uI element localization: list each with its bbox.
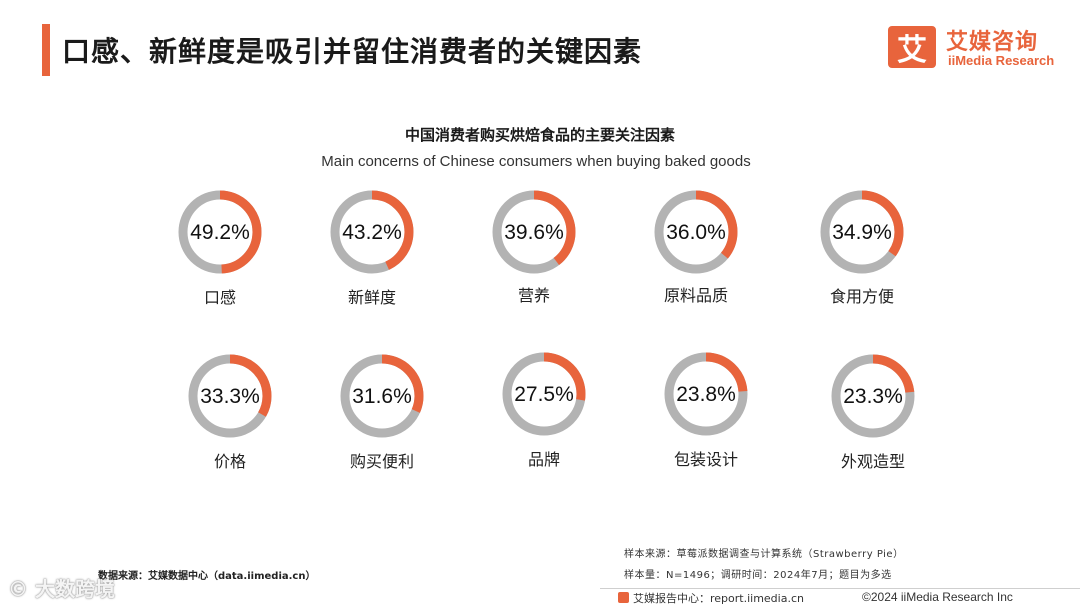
donut-8-category-label: 品牌 — [528, 450, 560, 469]
donut-7-category-label: 购买便利 — [350, 452, 414, 471]
report-logo-icon — [618, 592, 629, 603]
donut-3-category-label: 营养 — [518, 286, 550, 305]
footer-divider — [600, 588, 1080, 589]
donut-1-value-label: 49.2% — [190, 221, 250, 244]
donut-8-value-label: 27.5% — [514, 383, 574, 406]
sample-source-note: 样本来源：草莓派数据调查与计算系统（Strawberry Pie） — [624, 545, 904, 560]
donut-9-value-label: 23.8% — [676, 383, 736, 406]
donut-2-category-label: 新鲜度 — [348, 288, 396, 307]
watermark: © 大数跨境 — [8, 573, 115, 602]
sample-info-note: 样本量：N=1496；调研时间：2024年7月；题目为多选 — [624, 566, 892, 581]
donut-2-value-label: 43.2% — [342, 221, 402, 244]
donut-1-category-label: 口感 — [204, 288, 236, 307]
donut-10-category-label: 外观造型 — [841, 452, 905, 471]
donut-6-value-label: 33.3% — [200, 385, 260, 408]
donut-3-value-label: 39.6% — [504, 221, 564, 244]
donut-chart-grid: 49.2% 口感 43.2% 新鲜度 39.6% 营养 36.0% 原料品质 34.9% 食用方便… — [0, 0, 1080, 608]
donut-9-category-label: 包装设计 — [674, 450, 738, 469]
donut-5-category-label: 食用方便 — [830, 287, 894, 306]
donut-7-value-label: 31.6% — [352, 385, 412, 408]
donut-6-category-label: 价格 — [214, 452, 246, 471]
donut-5-value-label: 34.9% — [832, 221, 892, 244]
data-source: 数据来源：艾媒数据中心（data.iimedia.cn） — [98, 567, 315, 582]
report-center: 艾媒报告中心：report.iimedia.cn — [618, 590, 804, 606]
copyright: ©2024 iiMedia Research Inc — [862, 590, 1013, 604]
report-center-text: 艾媒报告中心：report.iimedia.cn — [633, 592, 804, 605]
donut-4-category-label: 原料品质 — [664, 286, 728, 305]
donut-4-value-label: 36.0% — [666, 221, 726, 244]
donut-10-value-label: 23.3% — [843, 385, 903, 408]
